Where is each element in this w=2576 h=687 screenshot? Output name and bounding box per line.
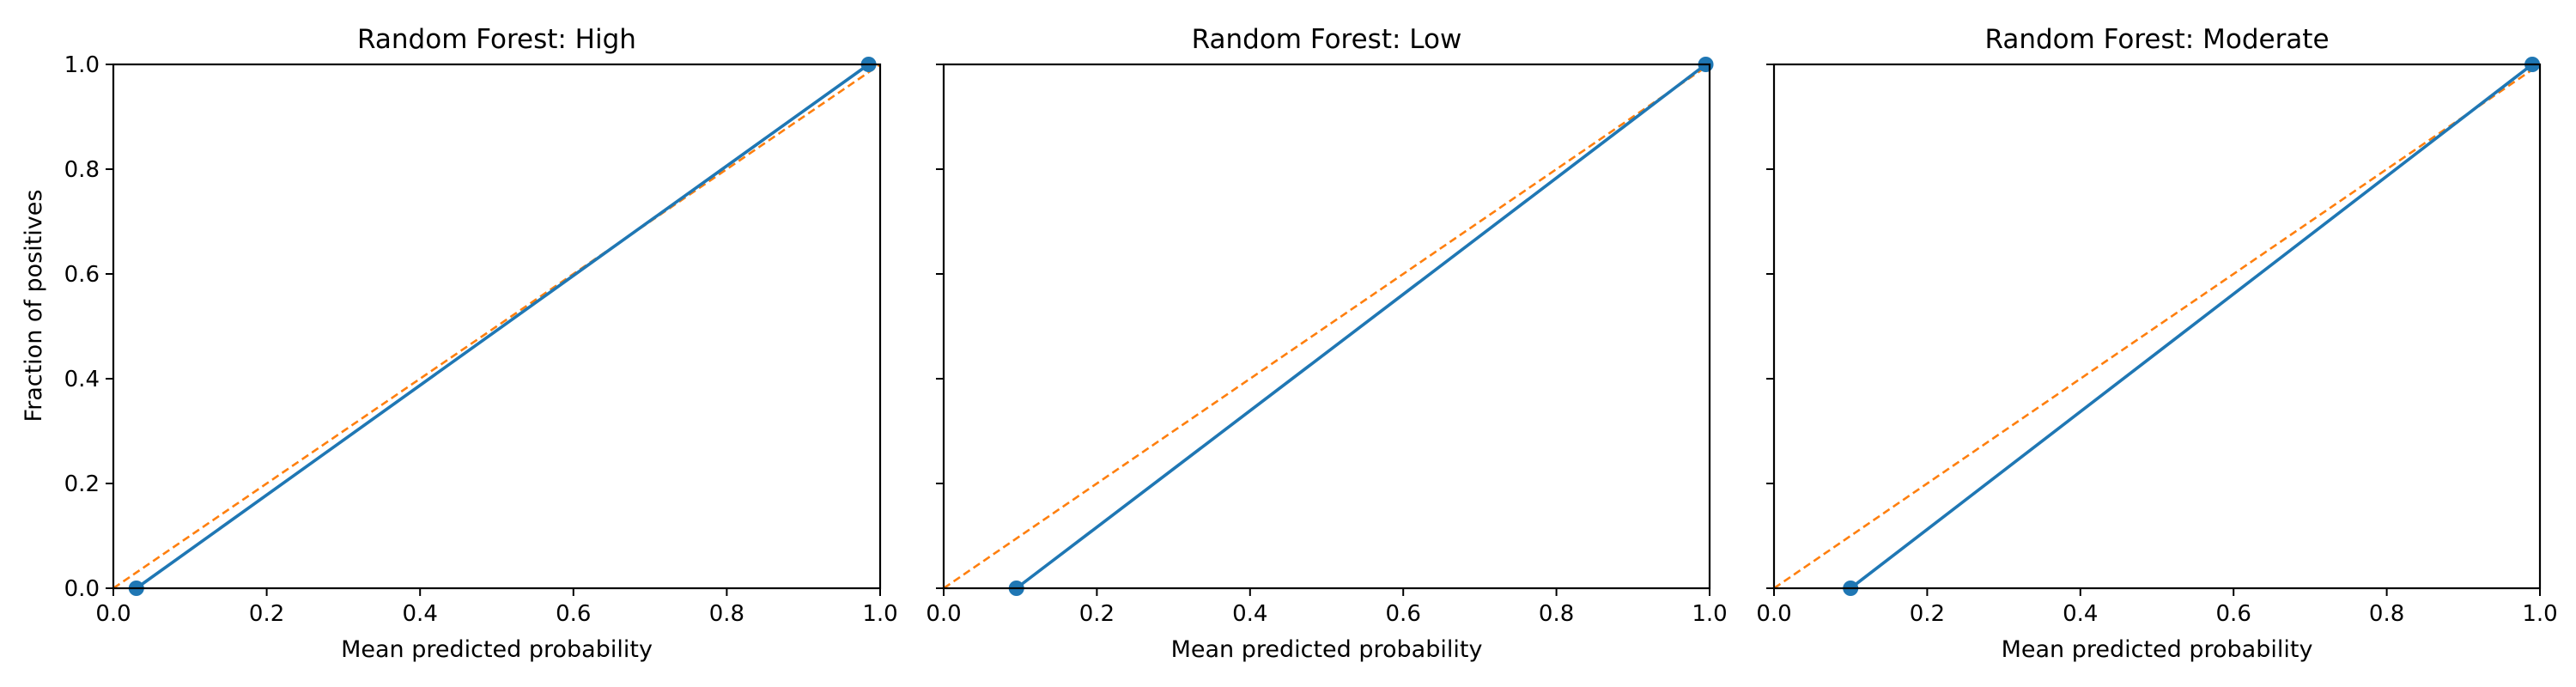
x-axis-label: Mean predicted probability [2002,636,2313,663]
calibration-line [1015,63,1707,590]
x-tick-label: 0.0 [1756,601,1791,627]
axes-frame [942,63,1711,590]
axes-frame [1772,63,2542,590]
reference-diagonal-line [943,63,1710,590]
x-tick-label: 0.2 [1910,601,1945,627]
chart-panel-2: Random Forest: Low 0.0 0.2 0.4 0.6 0.8 1.0 Mean… [926,24,1727,663]
x-tick-label: 1.0 [862,601,897,627]
x-tick-label: 0.0 [926,601,961,627]
x-tick-label: 0.4 [2063,601,2098,627]
chart-panel-3: Random Forest: Moderate 0.0 0.2 0.4 0.6 0.8 1.… [1756,24,2557,663]
x-tick-label: 0.2 [249,601,284,627]
calibration-line [1850,63,2534,590]
x-tick-label: 0.0 [95,601,131,627]
y-tick-label: 0.0 [64,576,100,602]
x-tick-label: 0.6 [556,601,591,627]
x-tick-label: 1.0 [2522,601,2557,627]
y-tick-label: 0.8 [64,157,100,183]
x-tick-label: 0.4 [1232,601,1267,627]
x-tick-label: 0.4 [403,601,438,627]
x-tick-label: 0.8 [1539,601,1574,627]
reference-diagonal-line [1773,63,2541,590]
x-axis-label: Mean predicted probability [341,636,653,663]
calibration-line [135,63,870,590]
reference-diagonal-line [112,63,881,590]
y-tick-label: 0.4 [64,367,100,392]
y-tick-label: 0.2 [64,471,100,497]
chart-title: Random Forest: Moderate [1984,24,2329,55]
y-tick-label: 1.0 [64,52,100,78]
chart-title: Random Forest: Low [1192,24,1462,55]
chart-title: Random Forest: High [357,24,636,55]
x-tick-label: 1.0 [1692,601,1727,627]
x-axis-label: Mean predicted probability [1171,636,1483,663]
x-tick-label: 0.6 [1386,601,1421,627]
x-tick-label: 0.6 [2216,601,2251,627]
x-tick-label: 0.8 [709,601,744,627]
chart-panel-1: Random Forest: High 0.0 0.2 0.4 0.6 0.8 1.0 0.0… [64,24,898,663]
x-tick-label: 0.2 [1079,601,1115,627]
axes-frame [112,63,882,590]
y-tick-label: 0.6 [64,262,100,288]
x-tick-label: 0.8 [2369,601,2404,627]
y-axis-label: Fraction of positives [21,190,47,423]
